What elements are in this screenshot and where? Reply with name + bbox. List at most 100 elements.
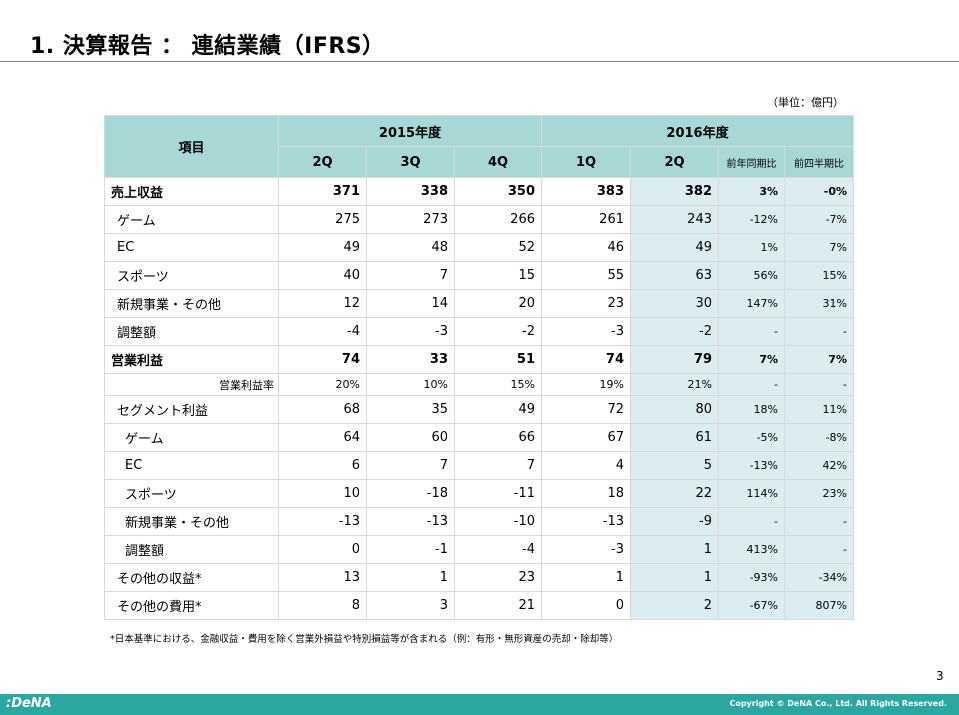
column-header: 2Q [630,146,719,178]
table-cell: 80 [630,395,719,424]
table-row: 調整額 -4 -3 -2 -3 -2- - [104,317,854,346]
table-row: その他の費用* 8 3 21 0 2 -67% 807% [104,591,854,620]
table-cell: 15 [454,261,542,290]
table-cell: 72 [541,395,631,424]
table-cell: 7 [366,261,455,290]
table-cell: 61 [630,423,719,452]
column-header: 4Q [454,146,542,178]
row-label: 新規事業・その他 [104,507,279,536]
table-row: EC 6 7 7 4 5 -13% 42% [104,451,854,480]
table-cell: 5 [630,451,719,480]
table-cell: 266 [454,205,542,234]
table-cell: - [718,507,785,536]
table-cell: 56% [718,261,785,290]
column-header: 3Q [366,146,455,178]
row-label: ゲーム [104,205,279,234]
column-header: 2Q [278,146,367,178]
page-title: 1. 決算報告 ： 連結業績（IFRS） [30,34,385,59]
table-cell: 413% [718,535,785,564]
table-cell: - [784,373,854,396]
row-label: EC [104,451,279,480]
row-label: 営業利益率 [104,373,279,396]
table-cell: 7% [718,345,785,374]
table-cell: 0 [541,591,631,620]
table-row: スポーツ 40 7 15 55 63 56% 15% [104,261,854,290]
table-cell: 114% [718,479,785,508]
table-cell: - [718,373,785,396]
table-cell: 11% [784,395,854,424]
table-cell: -4 [278,317,367,346]
table-cell: 15% [454,373,542,396]
footnote: *日本基準における、金融収益・費用を除く営業外損益や特別損益等が含まれる（例：有… [110,634,619,645]
table-cell: 18 [541,479,631,508]
row-label: その他の収益* [104,563,279,592]
table-cell: -11 [454,479,542,508]
table-cell: 1 [630,563,719,592]
table-cell: -3 [366,317,455,346]
table-row: 営業利益 74 33 51 74 79 7% 7% [104,345,854,374]
table-cell: -12% [718,205,785,234]
table-cell: 275 [278,205,367,234]
table-cell: 66 [454,423,542,452]
table-cell: -2 [630,317,719,346]
copyright-text: Copyright © DeNA Co., Ltd. All Rights Re… [729,699,947,708]
row-label: 調整額 [104,535,279,564]
table-row: 営業利益率 20% 10% 15% 19% 21% - - [104,373,854,396]
item-header: 項目 [104,115,279,178]
table-row: 新規事業・その他 -13 -13 -10 -13 -9- - [104,507,854,536]
table-cell: 1 [366,563,455,592]
table-cell: 3 [366,591,455,620]
table-row: 新規事業・その他 12 14 20 23 30 147% 31% [104,289,854,318]
dena-logo: :DeNA [6,696,52,711]
table-row: その他の収益* 13 1 23 1 1 -93% -34% [104,563,854,592]
table-cell: 46 [541,233,631,262]
table-cell: -8% [784,423,854,452]
table-cell: 18% [718,395,785,424]
table-cell: 23 [541,289,631,318]
table-cell: 261 [541,205,631,234]
row-label: 売上収益 [104,177,279,206]
table-cell: -13 [541,507,631,536]
table-cell: 7 [454,451,542,480]
table-cell: 1 [630,535,719,564]
table-cell: 382 [630,177,719,206]
table-cell: 7% [784,233,854,262]
table-cell: -67% [718,591,785,620]
table-cell: -1 [366,535,455,564]
row-label: 新規事業・その他 [104,289,279,318]
table-cell: 1 [541,563,631,592]
table-cell: -13% [718,451,785,480]
table-cell: 243 [630,205,719,234]
table-cell: 20 [454,289,542,318]
table-cell: 338 [366,177,455,206]
table-cell: - [784,317,854,346]
table-cell: 31% [784,289,854,318]
table-cell: 12 [278,289,367,318]
table-cell: 74 [278,345,367,374]
table-cell: 21 [454,591,542,620]
row-label: EC [104,233,279,262]
table-cell: 30 [630,289,719,318]
table-cell: 21% [630,373,719,396]
table-cell: 42% [784,451,854,480]
table-cell: 147% [718,289,785,318]
title-divider [0,61,959,62]
table-cell: 807% [784,591,854,620]
page-number: 3 [936,669,944,683]
table-cell: 63 [630,261,719,290]
table-cell: 79 [630,345,719,374]
table-cell: 20% [278,373,367,396]
group-header-2015: 2015年度 [278,115,542,147]
table-cell: 10 [278,479,367,508]
column-header: 1Q [541,146,631,178]
table-row: スポーツ 10 -18 -11 18 22 114% 23% [104,479,854,508]
table-cell: 60 [366,423,455,452]
table-cell: -10 [454,507,542,536]
table-cell: -3 [541,317,631,346]
table-cell: 52 [454,233,542,262]
table-row: 調整額 0 -1 -4 -3 1 413% - [104,535,854,564]
table-cell: 10% [366,373,455,396]
table-row: EC 49 48 52 46 49 1% 7% [104,233,854,262]
table-cell: 8 [278,591,367,620]
table-cell: -5% [718,423,785,452]
